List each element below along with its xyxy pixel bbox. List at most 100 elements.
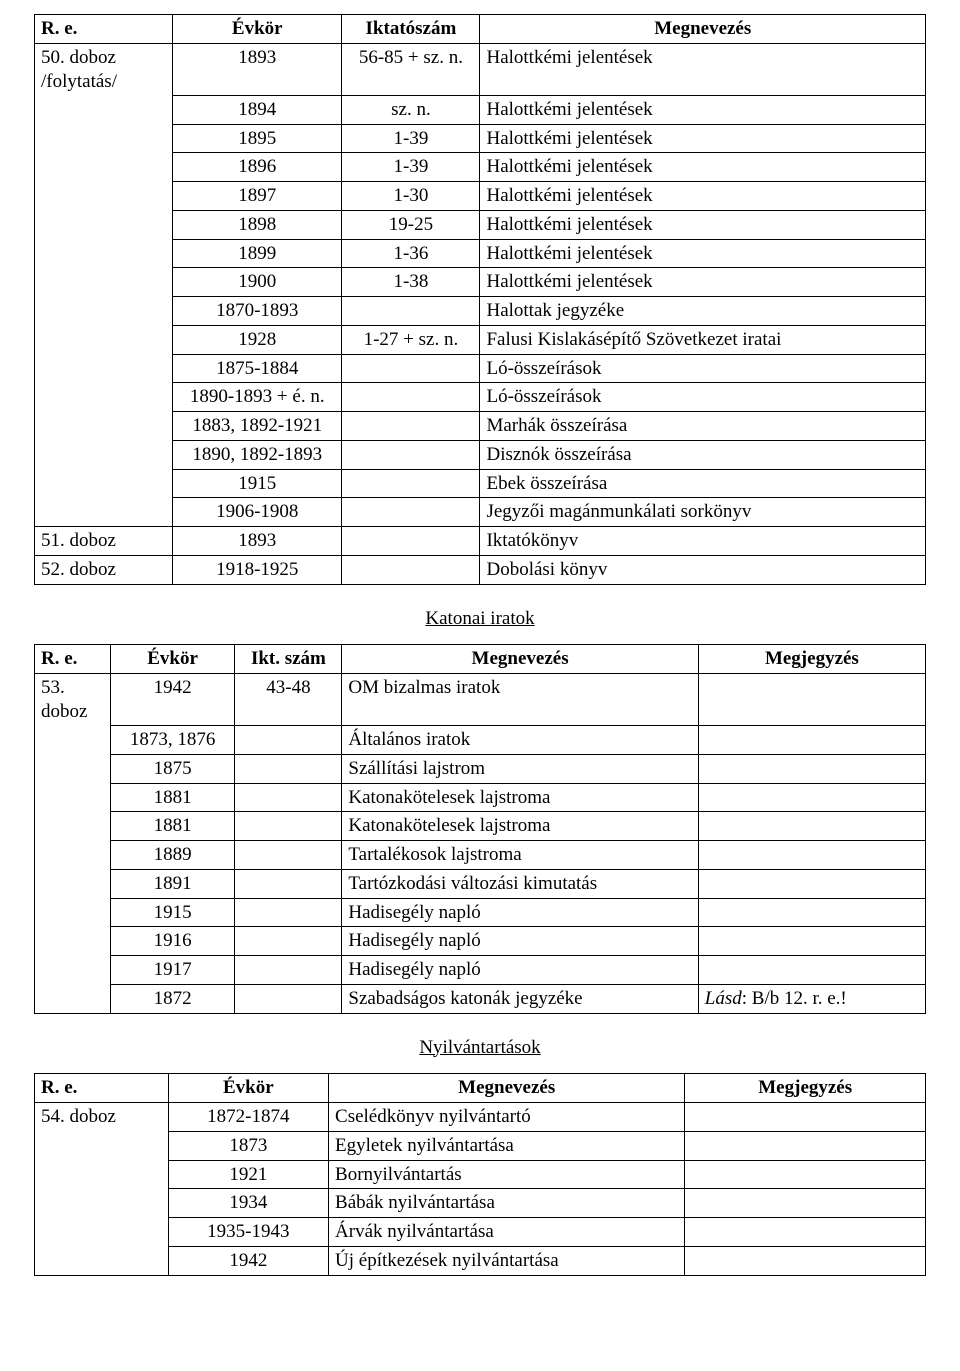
column-header: Megjegyzés [698,645,925,674]
page: R. e.ÉvkörIktatószámMegnevezés50. doboz … [0,0,960,1306]
table-row: 1875Szállítási lajstrom [35,754,926,783]
table-row: 52. doboz1918-1925Dobolási könyv [35,555,926,584]
cell: 19-25 [342,210,480,239]
cell [342,469,480,498]
column-header: Évkör [168,1074,328,1103]
cell: 1891 [110,869,235,898]
cell [342,383,480,412]
cell: 43-48 [235,674,342,726]
table-row: 1891Tartózkodási változási kimutatás [35,869,926,898]
table-row: 51. doboz1893Iktatókönyv [35,527,926,556]
table-row: 53. doboz194243-48OM bizalmas iratok [35,674,926,726]
cell: 1918-1925 [173,555,342,584]
column-header: R. e. [35,1074,169,1103]
cell [698,841,925,870]
cell: Dobolási könyv [480,555,926,584]
cell-re: 54. doboz [35,1103,169,1132]
cell-re [35,1218,169,1247]
cell-re [35,239,173,268]
cell: Iktatókönyv [480,527,926,556]
cell-re [35,412,173,441]
cell-re [35,153,173,182]
cell [698,869,925,898]
cell [698,783,925,812]
cell: 1899 [173,239,342,268]
cell: 1-30 [342,182,480,211]
cell: Halottkémi jelentések [480,153,926,182]
table-1: R. e.ÉvkörIktatószámMegnevezés50. doboz … [34,14,926,585]
cell [235,726,342,755]
cell: Ebek összeírása [480,469,926,498]
column-header: Évkör [173,15,342,44]
table-row: 1873Egyletek nyilvántartása [35,1131,926,1160]
cell-re [35,956,111,985]
cell [342,412,480,441]
cell: Halottkémi jelentések [480,268,926,297]
column-header: Megnevezés [342,645,698,674]
cell: Általános iratok [342,726,698,755]
cell [698,726,925,755]
cell [342,354,480,383]
cell [698,956,925,985]
table-row: 1917 Hadisegély napló [35,956,926,985]
cell-re: 50. doboz /folytatás/ [35,43,173,95]
cell [342,297,480,326]
cell: Marhák összeírása [480,412,926,441]
column-header: Megnevezés [480,15,926,44]
cell: 1894 [173,95,342,124]
cell: Halottkémi jelentések [480,182,926,211]
cell [685,1131,926,1160]
cell [685,1103,926,1132]
cell-re [35,1131,169,1160]
cell-re [35,984,111,1013]
cell: Új építkezések nyilvántartása [329,1246,685,1275]
cell: Szabadságos katonák jegyzéke [342,984,698,1013]
cell [342,440,480,469]
table-row: 1942Új építkezések nyilvántartása [35,1246,926,1275]
column-header: Megnevezés [329,1074,685,1103]
cell: 1-39 [342,153,480,182]
cell: OM bizalmas iratok [342,674,698,726]
cell-re [35,754,111,783]
table-row: 1894sz. n.Halottkémi jelentések [35,95,926,124]
cell: 1873 [168,1131,328,1160]
cell [235,956,342,985]
cell-re [35,1189,169,1218]
cell: Hadisegély napló [342,956,698,985]
cell: 1881 [110,783,235,812]
table-row: 1881Katonakötelesek lajstroma [35,783,926,812]
cell [685,1160,926,1189]
cell: Árvák nyilvántartása [329,1218,685,1247]
cell: Cselédkönyv nyilvántartó [329,1103,685,1132]
cell: 1921 [168,1160,328,1189]
table-row: 1934Bábák nyilvántartása [35,1189,926,1218]
cell: 1872-1874 [168,1103,328,1132]
table-2: R. e.ÉvkörIkt. számMegnevezésMegjegyzés5… [34,644,926,1013]
cell: Katonakötelesek lajstroma [342,812,698,841]
cell-re [35,469,173,498]
table-row: 18951-39Halottkémi jelentések [35,124,926,153]
cell-re [35,182,173,211]
cell: 1906-1908 [173,498,342,527]
cell: 1900 [173,268,342,297]
cell [342,498,480,527]
table-3: R. e.ÉvkörMegnevezésMegjegyzés54. doboz1… [34,1073,926,1275]
cell: 1917 [110,956,235,985]
column-header: Ikt. szám [235,645,342,674]
cell: 1883, 1892-1921 [173,412,342,441]
cell-re [35,726,111,755]
table-row: 1915Ebek összeírása [35,469,926,498]
cell [235,841,342,870]
cell [685,1189,926,1218]
table-row: 1915Hadisegély napló [35,898,926,927]
cell: 1928 [173,325,342,354]
cell [235,869,342,898]
cell: Hadisegély napló [342,898,698,927]
cell-re [35,898,111,927]
column-header: Megjegyzés [685,1074,926,1103]
table-row: 1873, 1876Általános iratok [35,726,926,755]
section-title-katonai: Katonai iratok [34,607,926,631]
cell [235,754,342,783]
cell: Falusi Kislakásépítő Szövetkezet iratai [480,325,926,354]
table-row: 19001-38Halottkémi jelentések [35,268,926,297]
